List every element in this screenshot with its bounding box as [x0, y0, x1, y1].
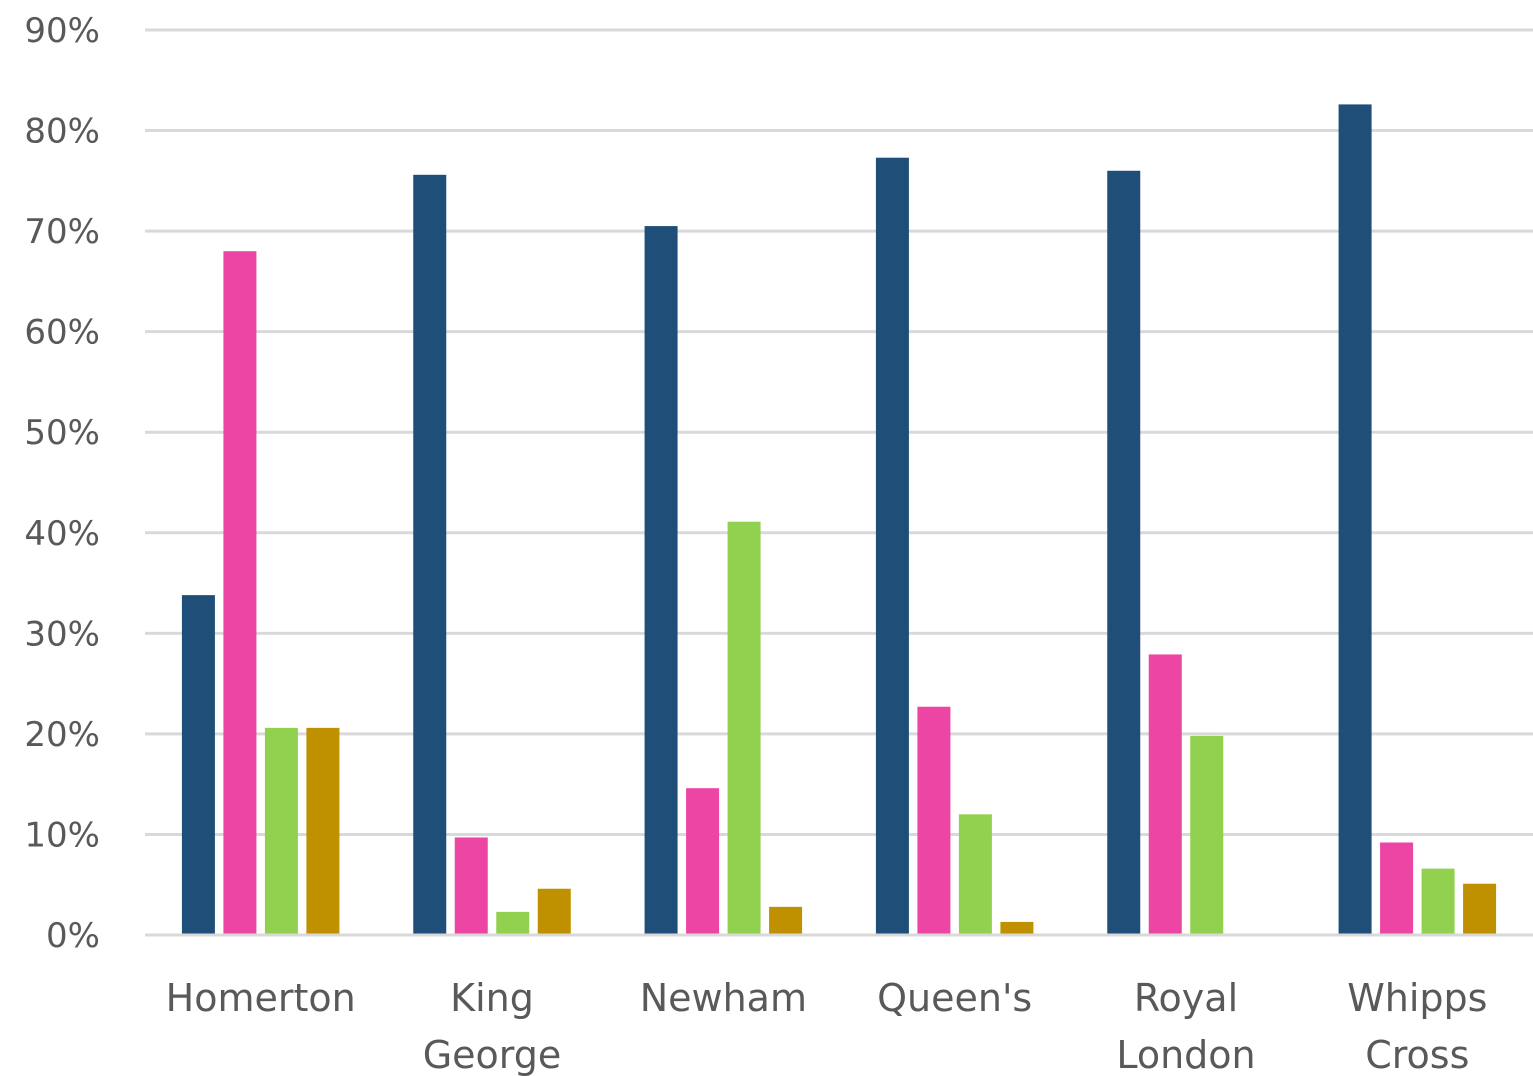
x-tick-label: Newham: [640, 976, 807, 1020]
bar-series2-cat2: [454, 837, 488, 935]
x-tick-label: Royal: [1134, 976, 1238, 1020]
y-tick-label: 0%: [46, 916, 100, 956]
bar-series3-cat3: [727, 521, 761, 935]
bar-series3-cat1: [264, 727, 298, 935]
bar-series1-cat3: [644, 226, 678, 936]
bar-series3-cat4: [958, 814, 992, 935]
bar-series1-cat5: [1107, 170, 1141, 935]
gridlines: [145, 28, 1533, 937]
y-tick-label: 70%: [24, 212, 100, 252]
bar-series4-cat3: [769, 906, 803, 935]
bar-series2-cat6: [1380, 842, 1414, 935]
bar-series2-cat3: [686, 788, 720, 935]
x-tick-label: Homerton: [166, 976, 356, 1020]
y-tick-label: 50%: [24, 413, 100, 453]
y-axis: 0% 10% 20% 30% 40% 50% 60% 70% 80% 90%: [24, 11, 100, 956]
bar-series3-cat2: [496, 911, 530, 935]
y-tick-label: 10%: [24, 815, 100, 855]
x-tick-label: London: [1116, 1033, 1255, 1076]
y-tick-label: 40%: [24, 514, 100, 554]
bar-series4-cat4: [1000, 921, 1034, 935]
bar-series4-cat6: [1463, 883, 1497, 935]
bar-series1-cat4: [875, 157, 909, 935]
bar-series3-cat6: [1421, 868, 1455, 935]
bar-series4-cat2: [537, 888, 571, 935]
bar-series2-cat1: [223, 251, 257, 935]
bar-series2-cat4: [917, 706, 951, 935]
bar-series4-cat1: [306, 727, 340, 935]
bar-series3-cat5: [1190, 735, 1224, 935]
bar-series1-cat2: [413, 174, 447, 936]
x-tick-label: King: [450, 976, 534, 1020]
y-tick-label: 90%: [24, 11, 100, 51]
y-tick-label: 30%: [24, 614, 100, 654]
x-tick-label: Queen's: [877, 976, 1032, 1020]
x-tick-label: Cross: [1365, 1033, 1469, 1076]
x-tick-label: George: [423, 1033, 562, 1076]
x-axis: Homerton King George Newham Queen's Royal Lond…: [145, 933, 1533, 1076]
y-tick-label: 60%: [24, 313, 100, 353]
bar-series2-cat5: [1148, 654, 1182, 935]
bar-series1-cat6: [1338, 104, 1372, 935]
y-tick-label: 80%: [24, 112, 100, 152]
bar-series1-cat1: [181, 595, 215, 935]
y-tick-label: 20%: [24, 715, 100, 755]
bars: [181, 104, 1497, 936]
x-tick-label: Whipps: [1347, 976, 1487, 1020]
